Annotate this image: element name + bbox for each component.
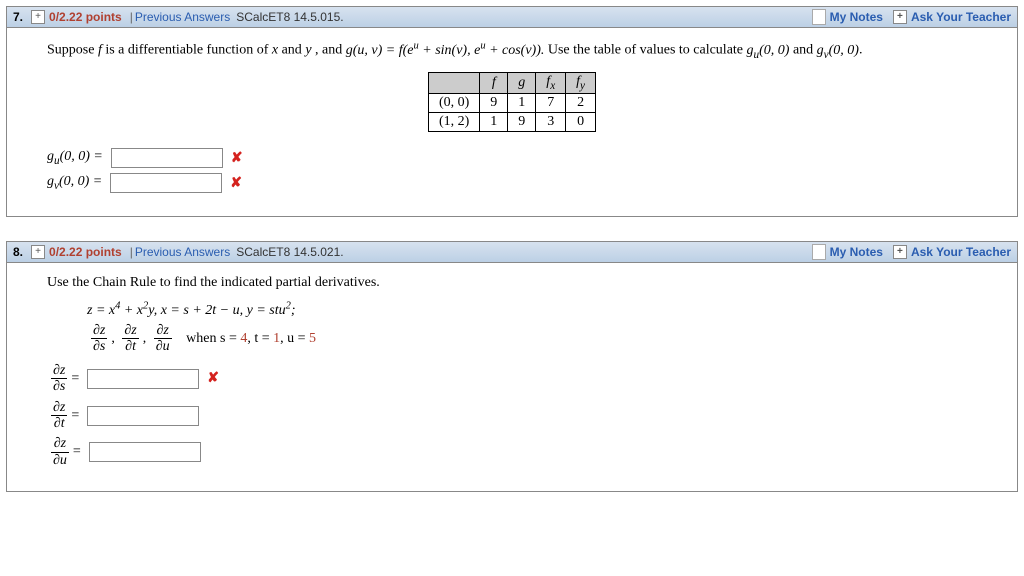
- values-table: f g fx fy (0, 0) 9 1 7 2 (1, 2) 1 9 3 0: [428, 72, 596, 132]
- frac-dz-du: ∂z∂u: [154, 323, 172, 355]
- plus-icon: +: [893, 245, 907, 259]
- var-f: f: [98, 43, 102, 58]
- my-notes-link[interactable]: My Notes: [812, 9, 883, 25]
- answer-input-dzds[interactable]: [87, 369, 199, 389]
- table-header: fx: [536, 73, 566, 94]
- answer-label: ∂z∂s: [51, 363, 67, 395]
- incorrect-icon: ✘: [230, 175, 242, 192]
- question-7: 7. + 0/2.22 points | Previous Answers SC…: [6, 6, 1018, 217]
- answer-label: gv(0, 0) =: [47, 174, 102, 192]
- answer-row-dzds: ∂z∂s = ✘: [47, 363, 977, 395]
- expand-icon[interactable]: +: [31, 245, 45, 259]
- question-number: 7.: [13, 10, 23, 24]
- ask-teacher-link[interactable]: + Ask Your Teacher: [893, 245, 1011, 259]
- text: Suppose: [47, 43, 98, 58]
- table-header: f: [480, 73, 508, 94]
- previous-answers-link[interactable]: Previous Answers: [135, 245, 230, 259]
- plus-icon: +: [893, 10, 907, 24]
- equations: z = x4 + x2y, x = s + 2t − u, y = stu2; …: [87, 297, 977, 355]
- text: , and: [315, 43, 346, 58]
- answer-label: ∂z∂u: [51, 436, 69, 468]
- table-header: g: [508, 73, 536, 94]
- answer-input-dzdt[interactable]: [87, 406, 199, 426]
- question-ref: SCalcET8 14.5.015.: [236, 10, 343, 24]
- ask-teacher-link[interactable]: + Ask Your Teacher: [893, 10, 1011, 24]
- question-body: Use the Chain Rule to find the indicated…: [7, 263, 1017, 491]
- answer-label: ∂z∂t: [51, 400, 67, 432]
- answers-block: ∂z∂s = ✘ ∂z∂t = ∂z∂u =: [47, 363, 977, 468]
- question-number: 8.: [13, 245, 23, 259]
- question-8: 8. + 0/2.22 points | Previous Answers SC…: [6, 241, 1018, 492]
- incorrect-icon: ✘: [231, 150, 243, 167]
- question-body: Suppose f is a differentiable function o…: [7, 28, 1017, 216]
- g-expr: g(u, v) = f(eu + sin(v), eu + cos(v)).: [346, 43, 548, 58]
- answer-label: gu(0, 0) =: [47, 149, 103, 167]
- gv-label: gv(0, 0): [817, 43, 859, 58]
- answer-input-dzdu[interactable]: [89, 442, 201, 462]
- expand-icon[interactable]: +: [31, 10, 45, 24]
- answer-row-dzdu: ∂z∂u =: [47, 436, 977, 468]
- text: and: [282, 43, 306, 58]
- question-header: 7. + 0/2.22 points | Previous Answers SC…: [7, 7, 1017, 28]
- answer-row-gu: gu(0, 0) = ✘: [47, 148, 977, 168]
- table-header-blank: [428, 73, 479, 94]
- answer-input-gv[interactable]: [110, 173, 222, 193]
- frac-dz-dt: ∂z∂t: [122, 323, 138, 355]
- table-row: (0, 0) 9 1 7 2: [428, 94, 595, 113]
- note-icon: [812, 9, 826, 25]
- divider: |: [130, 10, 133, 24]
- text: Use the table of values to calculate: [548, 43, 747, 58]
- table-header: fy: [566, 73, 596, 94]
- note-icon: [812, 244, 826, 260]
- points-text: 0/2.22 points: [49, 245, 122, 259]
- text: and: [793, 43, 817, 58]
- text: is a differentiable function of: [105, 43, 272, 58]
- divider: |: [130, 245, 133, 259]
- answer-row-gv: gv(0, 0) = ✘: [47, 173, 977, 193]
- gu-label: gu(0, 0): [747, 43, 790, 58]
- frac-dz-ds: ∂z∂s: [91, 323, 107, 355]
- points-text: 0/2.22 points: [49, 10, 122, 24]
- prompt: Use the Chain Rule to find the indicated…: [47, 275, 977, 291]
- answer-input-gu[interactable]: [111, 148, 223, 168]
- table-row: (1, 2) 1 9 3 0: [428, 113, 595, 132]
- my-notes-link[interactable]: My Notes: [812, 244, 883, 260]
- previous-answers-link[interactable]: Previous Answers: [135, 10, 230, 24]
- var-x: x: [272, 43, 278, 58]
- question-ref: SCalcET8 14.5.021.: [236, 245, 343, 259]
- question-header: 8. + 0/2.22 points | Previous Answers SC…: [7, 242, 1017, 263]
- var-y: y: [305, 43, 311, 58]
- answer-row-dzdt: ∂z∂t =: [47, 400, 977, 432]
- incorrect-icon: ✘: [207, 370, 219, 387]
